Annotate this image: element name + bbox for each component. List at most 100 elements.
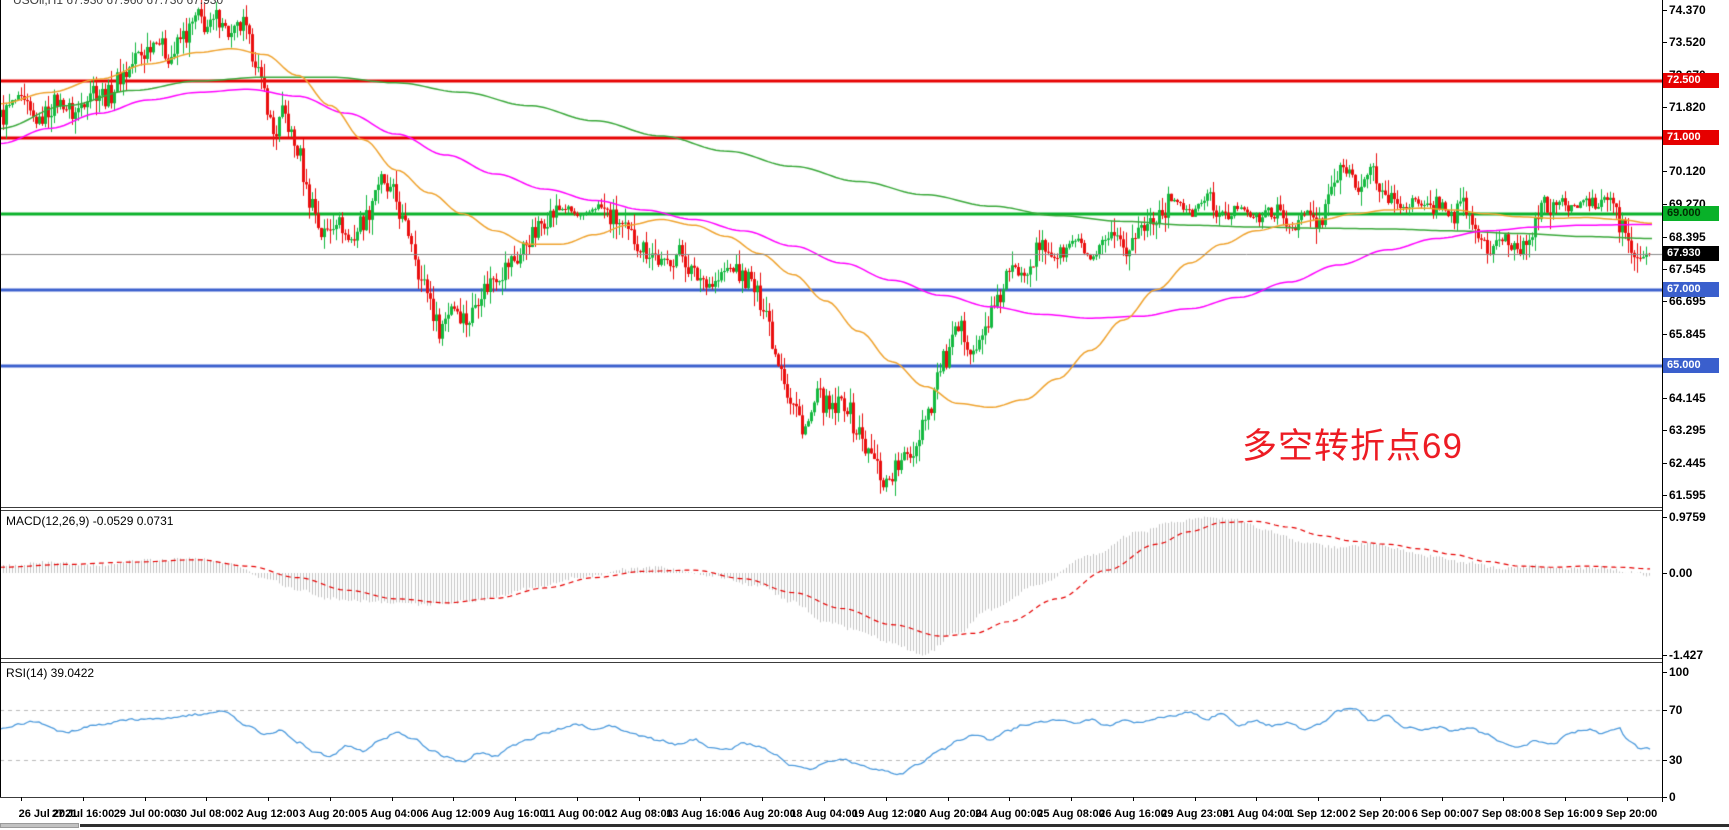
time-tick-mark — [1565, 797, 1566, 801]
time-tick-label: 13 Aug 16:00 — [666, 808, 734, 820]
time-tick-label: 26 Jul 2021 — [18, 808, 78, 820]
macd-scale-label: 0.00 — [1669, 566, 1693, 580]
time-tick-label: 11 Aug 00:00 — [543, 808, 611, 820]
price-tick-label: 65.845 — [1669, 327, 1706, 341]
price-level-badge: 67.930 — [1663, 246, 1719, 261]
price-tick-label: 63.295 — [1669, 423, 1706, 437]
price-level-badge: 67.000 — [1663, 282, 1719, 297]
time-tick-label: 9 Aug 16:00 — [484, 808, 546, 820]
price-tick-label: 62.445 — [1669, 456, 1706, 470]
price-axis-border — [1662, 0, 1663, 802]
price-tick-label: 71.820 — [1669, 100, 1706, 114]
time-axis[interactable]: 26 Jul 2021 27 Jul 16:00 29 Jul 00:00 30 Ju… — [0, 797, 1729, 823]
time-tick-label: 9 Sep 20:00 — [1596, 808, 1658, 820]
price-level-badge: 71.000 — [1663, 130, 1719, 145]
price-tick-label: 74.370 — [1669, 3, 1706, 17]
axis-tick-mark — [1662, 760, 1667, 761]
axis-tick-mark — [1662, 655, 1667, 656]
axis-tick-mark — [1662, 517, 1667, 518]
axis-tick-mark — [1662, 171, 1667, 172]
horizontal-scrollbar-track[interactable] — [80, 824, 1729, 827]
rsi-label: RSI(14) 39.0422 — [6, 666, 95, 680]
axis-tick-mark — [1662, 204, 1667, 205]
time-tick-mark — [1503, 797, 1504, 801]
time-tick-label: 27 Jul 16:00 — [51, 808, 115, 820]
time-tick-mark — [206, 797, 207, 801]
macd-scale-label: -1.427 — [1669, 648, 1704, 662]
time-tick-mark — [83, 797, 84, 801]
chart-annotation-text: 多空转折点69 — [1242, 427, 1463, 466]
horizontal-scrollbar-thumb[interactable] — [0, 823, 79, 828]
rsi-scale-label: 30 — [1669, 753, 1683, 767]
time-tick-label: 18 Aug 04:00 — [790, 808, 858, 820]
axis-tick-mark — [1662, 42, 1667, 43]
time-tick-mark — [886, 797, 887, 801]
chart-left-border — [0, 0, 1, 797]
axis-tick-mark — [1662, 398, 1667, 399]
time-tick-mark — [1442, 797, 1443, 801]
time-tick-mark — [700, 797, 701, 801]
time-tick-mark — [1627, 797, 1628, 801]
macd-label: MACD(12,26,9) -0.0529 0.0731 — [6, 514, 174, 528]
time-tick-label: 7 Sep 08:00 — [1472, 808, 1534, 820]
panel-separator[interactable] — [0, 507, 1662, 508]
time-tick-mark — [1071, 797, 1072, 801]
axis-tick-mark — [1662, 301, 1667, 302]
price-axis[interactable]: 74.37073.52072.67071.82070.12069.27068.3… — [1662, 0, 1729, 830]
time-tick-label: 2 Aug 12:00 — [237, 808, 299, 820]
macd-scale-label: 0.9759 — [1669, 510, 1706, 524]
time-tick-mark — [639, 797, 640, 801]
axis-tick-mark — [1662, 237, 1667, 238]
time-tick-mark — [762, 797, 763, 801]
time-tick-label: 30 Jul 08:00 — [174, 808, 238, 820]
main-price-chart-canvas[interactable] — [0, 0, 1662, 507]
rsi-scale-label: 0 — [1669, 790, 1676, 804]
time-tick-label: 26 Aug 16:00 — [1099, 808, 1167, 820]
time-tick-label: 3 Aug 20:00 — [299, 808, 361, 820]
price-tick-label: 61.595 — [1669, 488, 1706, 502]
time-tick-mark — [577, 797, 578, 801]
time-tick-label: 25 Aug 08:00 — [1037, 808, 1105, 820]
time-tick-label: 31 Aug 04:00 — [1222, 808, 1290, 820]
rsi-scale-label: 70 — [1669, 703, 1683, 717]
time-tick-mark — [948, 797, 949, 801]
time-tick-label: 8 Sep 16:00 — [1534, 808, 1596, 820]
time-tick-mark — [1009, 797, 1010, 801]
time-tick-mark — [1133, 797, 1134, 801]
panel-separator[interactable] — [0, 510, 1662, 511]
time-tick-mark — [1195, 797, 1196, 801]
panel-separator[interactable] — [0, 662, 1662, 663]
time-tick-label: 16 Aug 20:00 — [728, 808, 796, 820]
time-tick-label: 29 Jul 00:00 — [113, 808, 177, 820]
axis-tick-mark — [1662, 430, 1667, 431]
axis-tick-mark — [1662, 463, 1667, 464]
time-tick-label: 19 Aug 12:00 — [852, 808, 920, 820]
time-tick-mark — [453, 797, 454, 801]
time-tick-mark — [330, 797, 331, 801]
panel-separator[interactable] — [0, 658, 1662, 659]
time-tick-mark — [21, 797, 22, 801]
time-tick-label: 24 Aug 00:00 — [975, 808, 1043, 820]
time-tick-label: 20 Aug 20:00 — [914, 808, 982, 820]
macd-panel-canvas[interactable] — [0, 511, 1662, 658]
time-tick-mark — [392, 797, 393, 801]
axis-tick-mark — [1662, 269, 1667, 270]
axis-tick-mark — [1662, 495, 1667, 496]
time-tick-label: 29 Aug 23:00 — [1161, 808, 1229, 820]
time-tick-label: 6 Sep 00:00 — [1411, 808, 1473, 820]
axis-tick-mark — [1662, 573, 1667, 574]
price-level-badge: 69.000 — [1663, 206, 1719, 221]
time-tick-label: 12 Aug 08:00 — [605, 808, 673, 820]
axis-tick-mark — [1662, 710, 1667, 711]
time-tick-label: 5 Aug 04:00 — [361, 808, 423, 820]
panel-separator — [0, 797, 1662, 798]
rsi-panel-canvas[interactable] — [0, 663, 1662, 797]
price-tick-label: 64.145 — [1669, 391, 1706, 405]
price-tick-label: 66.695 — [1669, 294, 1706, 308]
time-tick-label: 2 Sep 20:00 — [1349, 808, 1411, 820]
price-tick-label: 70.120 — [1669, 164, 1706, 178]
axis-tick-mark — [1662, 107, 1667, 108]
time-tick-mark — [1318, 797, 1319, 801]
price-level-badge: 65.000 — [1663, 358, 1719, 373]
